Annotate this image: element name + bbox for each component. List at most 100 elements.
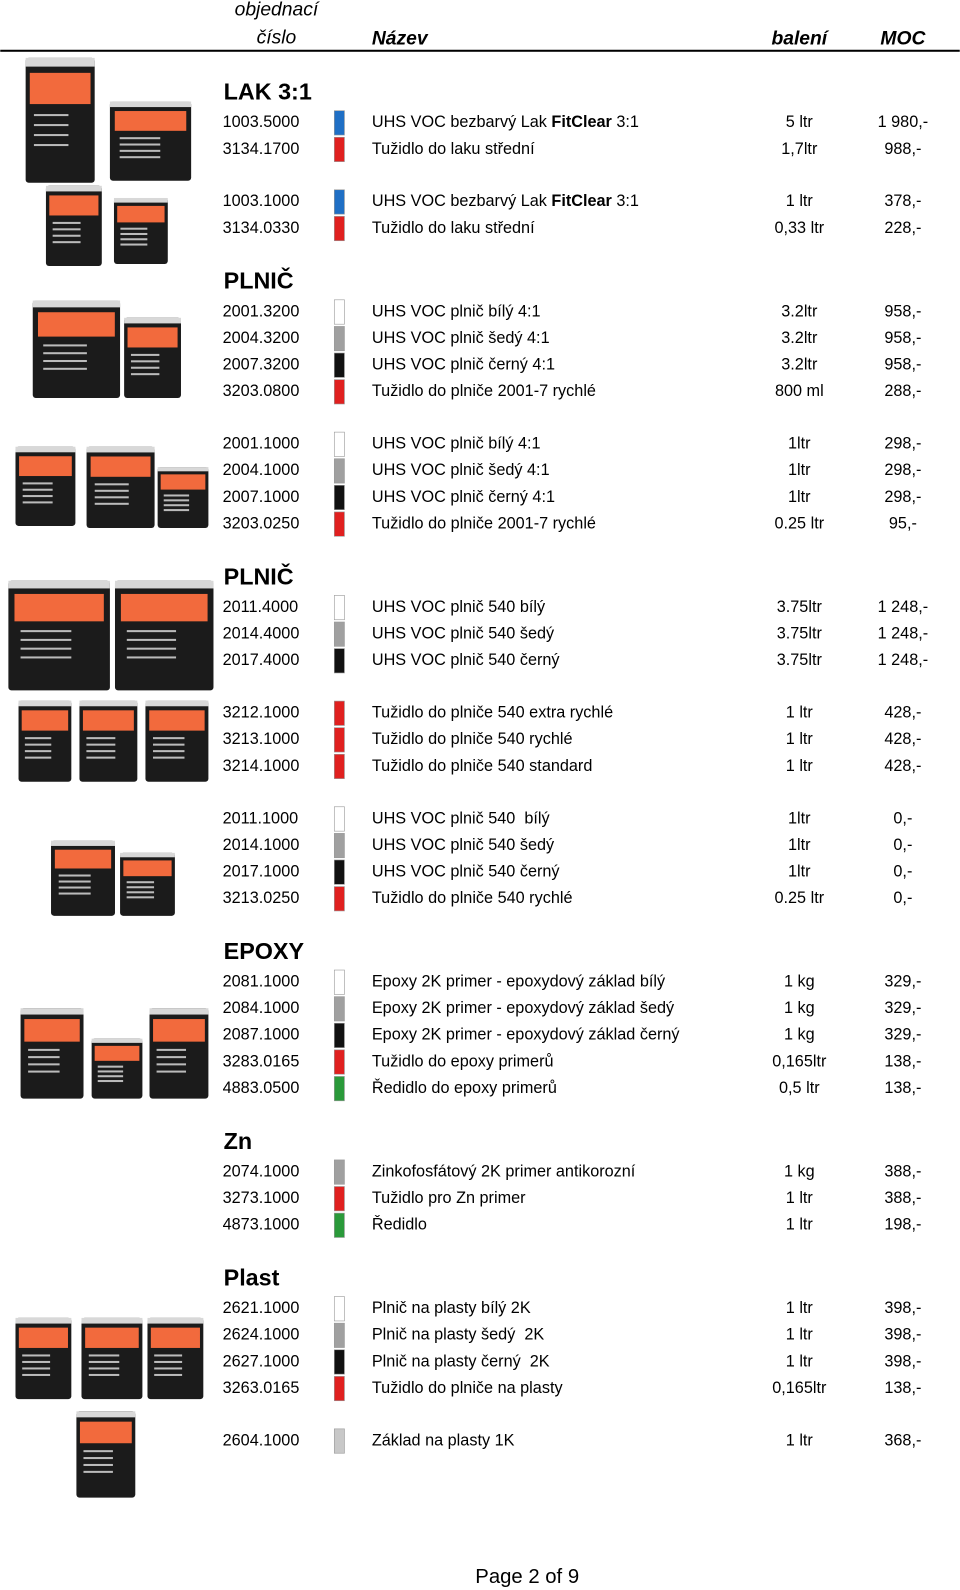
product-price: 958,- xyxy=(884,356,921,374)
product-pack: 1 kg xyxy=(784,1026,815,1044)
product-name: Tužidlo do plniče 540 extra rychlé xyxy=(372,704,613,722)
product-code: 2604.1000 xyxy=(223,1431,300,1449)
product-name-part: UHS VOC bezbarvý Lak xyxy=(372,113,552,131)
section-title: Plast xyxy=(224,1264,280,1290)
color-swatch xyxy=(333,1076,345,1102)
product-can-text xyxy=(120,243,148,246)
product-name: UHS VOC plnič černý 4:1 xyxy=(372,356,555,374)
color-swatch xyxy=(333,326,345,352)
product-can-lid xyxy=(147,1317,204,1324)
product-code: 2001.3200 xyxy=(223,302,300,320)
product-pack: 3.75ltr xyxy=(777,651,823,669)
section-title: EPOXY xyxy=(224,938,305,964)
product-name: Epoxy 2K primer - epoxydový základ šedý xyxy=(372,999,675,1017)
color-swatch xyxy=(333,1049,345,1075)
product-pack: 0,5 ltr xyxy=(779,1079,820,1097)
product-name: UHS VOC plnič 540 šedý xyxy=(372,624,555,642)
product-can-text xyxy=(154,1373,183,1376)
product-can-label xyxy=(120,593,208,622)
product-can-lid xyxy=(76,1411,136,1418)
product-pack: 3.2ltr xyxy=(781,329,818,347)
product-can-lid xyxy=(113,197,168,203)
color-swatch xyxy=(333,1212,345,1238)
product-price: 428,- xyxy=(884,704,921,722)
product-name: Tužidlo pro Zn primer xyxy=(372,1189,526,1207)
color-swatch xyxy=(333,859,345,885)
product-can-text xyxy=(130,373,160,376)
product-can-text xyxy=(126,881,155,884)
product-can-text xyxy=(153,737,185,740)
product-can-text xyxy=(22,501,53,504)
product-price: 368,- xyxy=(884,1431,921,1449)
product-price: 298,- xyxy=(884,488,921,506)
color-swatch xyxy=(333,595,345,621)
product-can-label xyxy=(37,312,115,337)
color-swatch xyxy=(333,700,345,726)
product-can-text xyxy=(43,344,87,347)
product-name: Základ na plasty 1K xyxy=(372,1431,515,1449)
product-can-label xyxy=(79,1421,132,1444)
product-code: 3203.0800 xyxy=(223,382,300,400)
product-can-text xyxy=(83,1470,113,1473)
product-pack: 1ltr xyxy=(788,435,811,453)
product-can-label xyxy=(29,72,91,105)
product-price: 958,- xyxy=(884,302,921,320)
product-price: 958,- xyxy=(884,329,921,347)
product-code: 2084.1000 xyxy=(223,999,300,1017)
header-rule xyxy=(0,49,960,52)
product-can-text xyxy=(126,886,155,889)
product-can-text xyxy=(126,647,177,650)
product-price: 0,- xyxy=(893,889,912,907)
product-can-lid xyxy=(91,1038,143,1043)
product-can-text xyxy=(83,1463,113,1466)
product-can-text xyxy=(126,630,177,633)
product-can-text xyxy=(94,496,129,499)
product-can-lid xyxy=(51,840,115,846)
product-price: 0,- xyxy=(893,836,912,854)
product-can-lid xyxy=(157,467,209,472)
product-can-lid xyxy=(32,300,121,308)
product-can-text xyxy=(33,124,69,127)
color-swatch xyxy=(333,1349,345,1375)
product-pack: 1 ltr xyxy=(786,1352,814,1370)
product-can-text xyxy=(163,504,190,507)
product-can-text xyxy=(33,144,69,147)
product-can-text xyxy=(22,1360,51,1363)
product-can-label xyxy=(94,1045,140,1061)
product-can-text xyxy=(156,1056,187,1059)
color-swatch xyxy=(333,648,345,674)
product-can-text xyxy=(154,1360,183,1363)
product-code: 2014.4000 xyxy=(223,624,300,642)
product-can-text xyxy=(88,1360,120,1363)
product-code: 2621.1000 xyxy=(223,1299,300,1317)
product-can-label xyxy=(123,860,172,877)
product-name: Tužidlo do laku střední xyxy=(372,219,535,237)
product-can-lid xyxy=(15,446,76,453)
product-can-lid xyxy=(86,446,155,453)
product-price: 1 980,- xyxy=(878,113,929,131)
product-code: 2007.1000 xyxy=(223,488,300,506)
product-price: 0,- xyxy=(893,809,912,827)
product-name: Tužidlo do plniče 2001-7 rychlé xyxy=(372,382,596,400)
color-swatch xyxy=(333,621,345,647)
product-can-text xyxy=(156,1048,187,1051)
product-pack: 1ltr xyxy=(788,862,811,880)
product-code: 1003.1000 xyxy=(223,192,300,210)
product-pack: 3.75ltr xyxy=(777,598,823,616)
color-swatch xyxy=(333,1022,345,1048)
product-code: 2017.4000 xyxy=(223,651,300,669)
product-name: Plnič na plasty bílý 2K xyxy=(372,1299,531,1317)
product-name-part: FitClear xyxy=(551,192,612,210)
product-can-text xyxy=(163,509,190,512)
product-can-lid xyxy=(8,580,110,589)
product-can-text xyxy=(22,1354,51,1357)
product-name: Tužidlo do plniče 540 rychlé xyxy=(372,730,573,748)
header-code-label: číslo xyxy=(257,28,297,49)
product-price: 329,- xyxy=(884,973,921,991)
product-code: 3273.1000 xyxy=(223,1189,300,1207)
product-can-text xyxy=(130,366,160,369)
product-price: 138,- xyxy=(884,1079,921,1097)
color-swatch xyxy=(333,299,345,325)
product-price: 198,- xyxy=(884,1216,921,1234)
product-pack: 1 ltr xyxy=(786,757,814,775)
